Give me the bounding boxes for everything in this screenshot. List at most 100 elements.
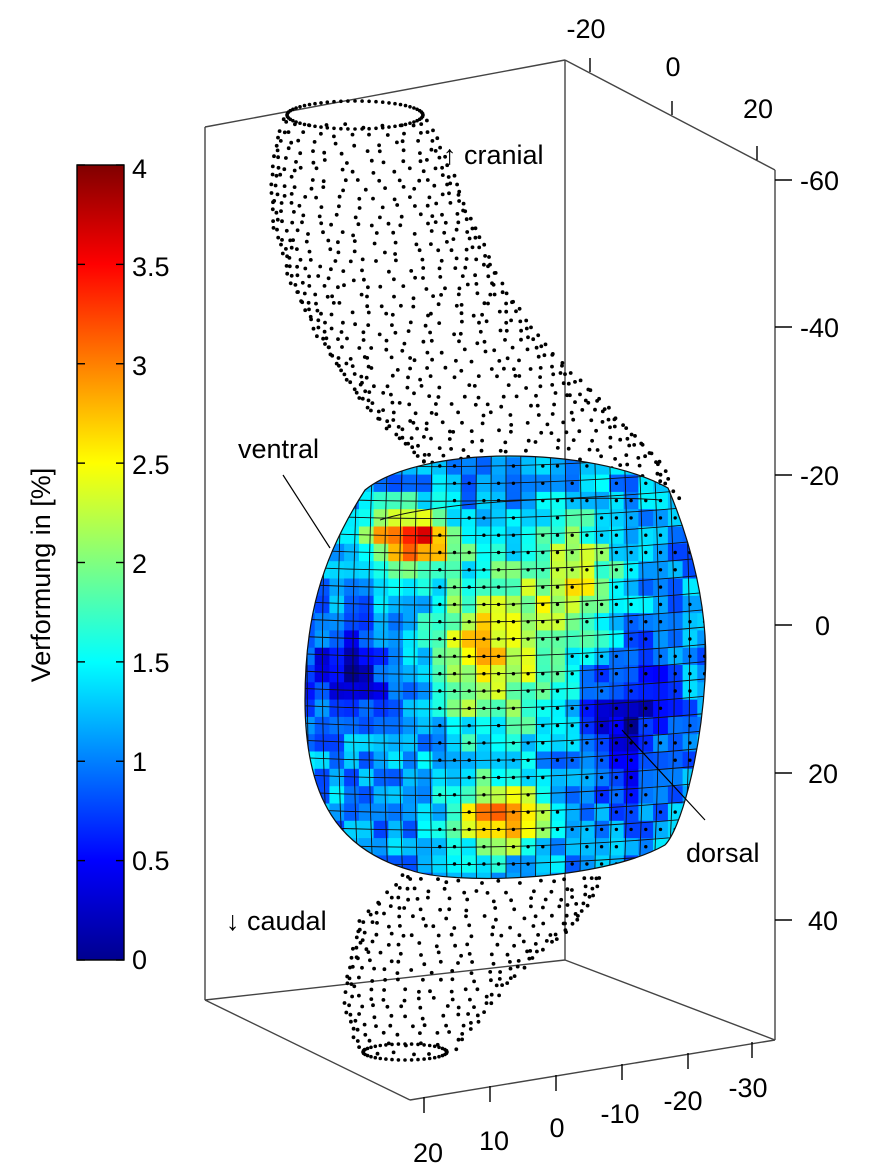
point [438, 827, 442, 832]
point [473, 226, 478, 231]
point [342, 1001, 347, 1005]
point [565, 887, 570, 892]
mesh-cell [697, 613, 706, 631]
point [541, 620, 545, 624]
point [311, 160, 316, 165]
point [534, 345, 539, 350]
mesh-cell [344, 682, 360, 701]
point [398, 951, 403, 956]
bottom-axis [423, 1042, 753, 1113]
point [511, 827, 516, 832]
point [440, 165, 444, 170]
point [553, 932, 558, 937]
mesh-cell [550, 474, 566, 493]
point [488, 410, 493, 415]
mesh-column-line [459, 455, 463, 879]
point [345, 336, 349, 341]
point [438, 758, 442, 762]
mesh-cell [358, 457, 375, 476]
mesh-cell [623, 838, 639, 856]
point [444, 916, 449, 921]
mesh-cell [329, 734, 345, 753]
point [555, 810, 560, 814]
point [366, 364, 371, 369]
point [419, 1041, 423, 1046]
colorbar-title: Verformung in [%] [26, 468, 56, 683]
point [555, 464, 560, 468]
mesh-cell [344, 716, 360, 735]
point [673, 862, 677, 866]
point [396, 1042, 401, 1046]
point [487, 255, 491, 259]
mesh-cell [697, 734, 706, 753]
point [599, 454, 603, 459]
point [367, 1038, 372, 1043]
point [326, 238, 331, 243]
point [536, 933, 540, 937]
point [454, 227, 459, 232]
mesh-column-line [637, 455, 645, 879]
point [600, 447, 603, 450]
mesh-cell [579, 455, 595, 458]
point [449, 248, 454, 253]
point [396, 959, 401, 964]
point [570, 498, 574, 503]
point [463, 209, 468, 214]
point [614, 481, 619, 485]
point [366, 285, 370, 290]
point [644, 793, 648, 797]
point [474, 282, 479, 286]
point [480, 881, 484, 885]
point [434, 944, 439, 949]
point [432, 1055, 437, 1060]
point [562, 877, 566, 882]
mesh-cell [344, 665, 360, 683]
point [462, 890, 467, 895]
point [402, 906, 407, 910]
point [377, 902, 382, 906]
point [431, 128, 435, 133]
point [269, 182, 274, 187]
point [607, 405, 611, 410]
point [501, 394, 506, 399]
point [555, 706, 560, 710]
point [504, 309, 509, 314]
point [579, 909, 584, 913]
point [688, 637, 692, 641]
point [438, 464, 442, 468]
mesh-cell [305, 509, 316, 528]
point [514, 394, 519, 399]
mesh-cell [314, 509, 330, 528]
point [311, 326, 316, 331]
point [396, 977, 400, 982]
point [275, 227, 279, 232]
point [427, 1052, 431, 1056]
mesh-cell [550, 838, 566, 856]
point [555, 827, 560, 832]
point [585, 464, 589, 468]
point [496, 723, 501, 728]
mesh-cell [344, 455, 360, 458]
point [658, 862, 663, 866]
mesh-cell [305, 803, 316, 822]
point [292, 210, 296, 214]
point [438, 907, 442, 912]
point [324, 336, 329, 341]
point [688, 741, 692, 745]
point [383, 250, 387, 255]
point [475, 291, 480, 296]
point [505, 981, 510, 985]
point [549, 431, 554, 435]
point [644, 481, 648, 485]
point [474, 257, 479, 262]
point [452, 375, 457, 380]
point [412, 1052, 416, 1057]
point [469, 934, 474, 939]
point [496, 758, 501, 762]
point [438, 585, 442, 589]
point [677, 496, 682, 501]
point [511, 862, 516, 866]
point [452, 637, 457, 641]
point [522, 916, 527, 921]
point [658, 585, 663, 589]
